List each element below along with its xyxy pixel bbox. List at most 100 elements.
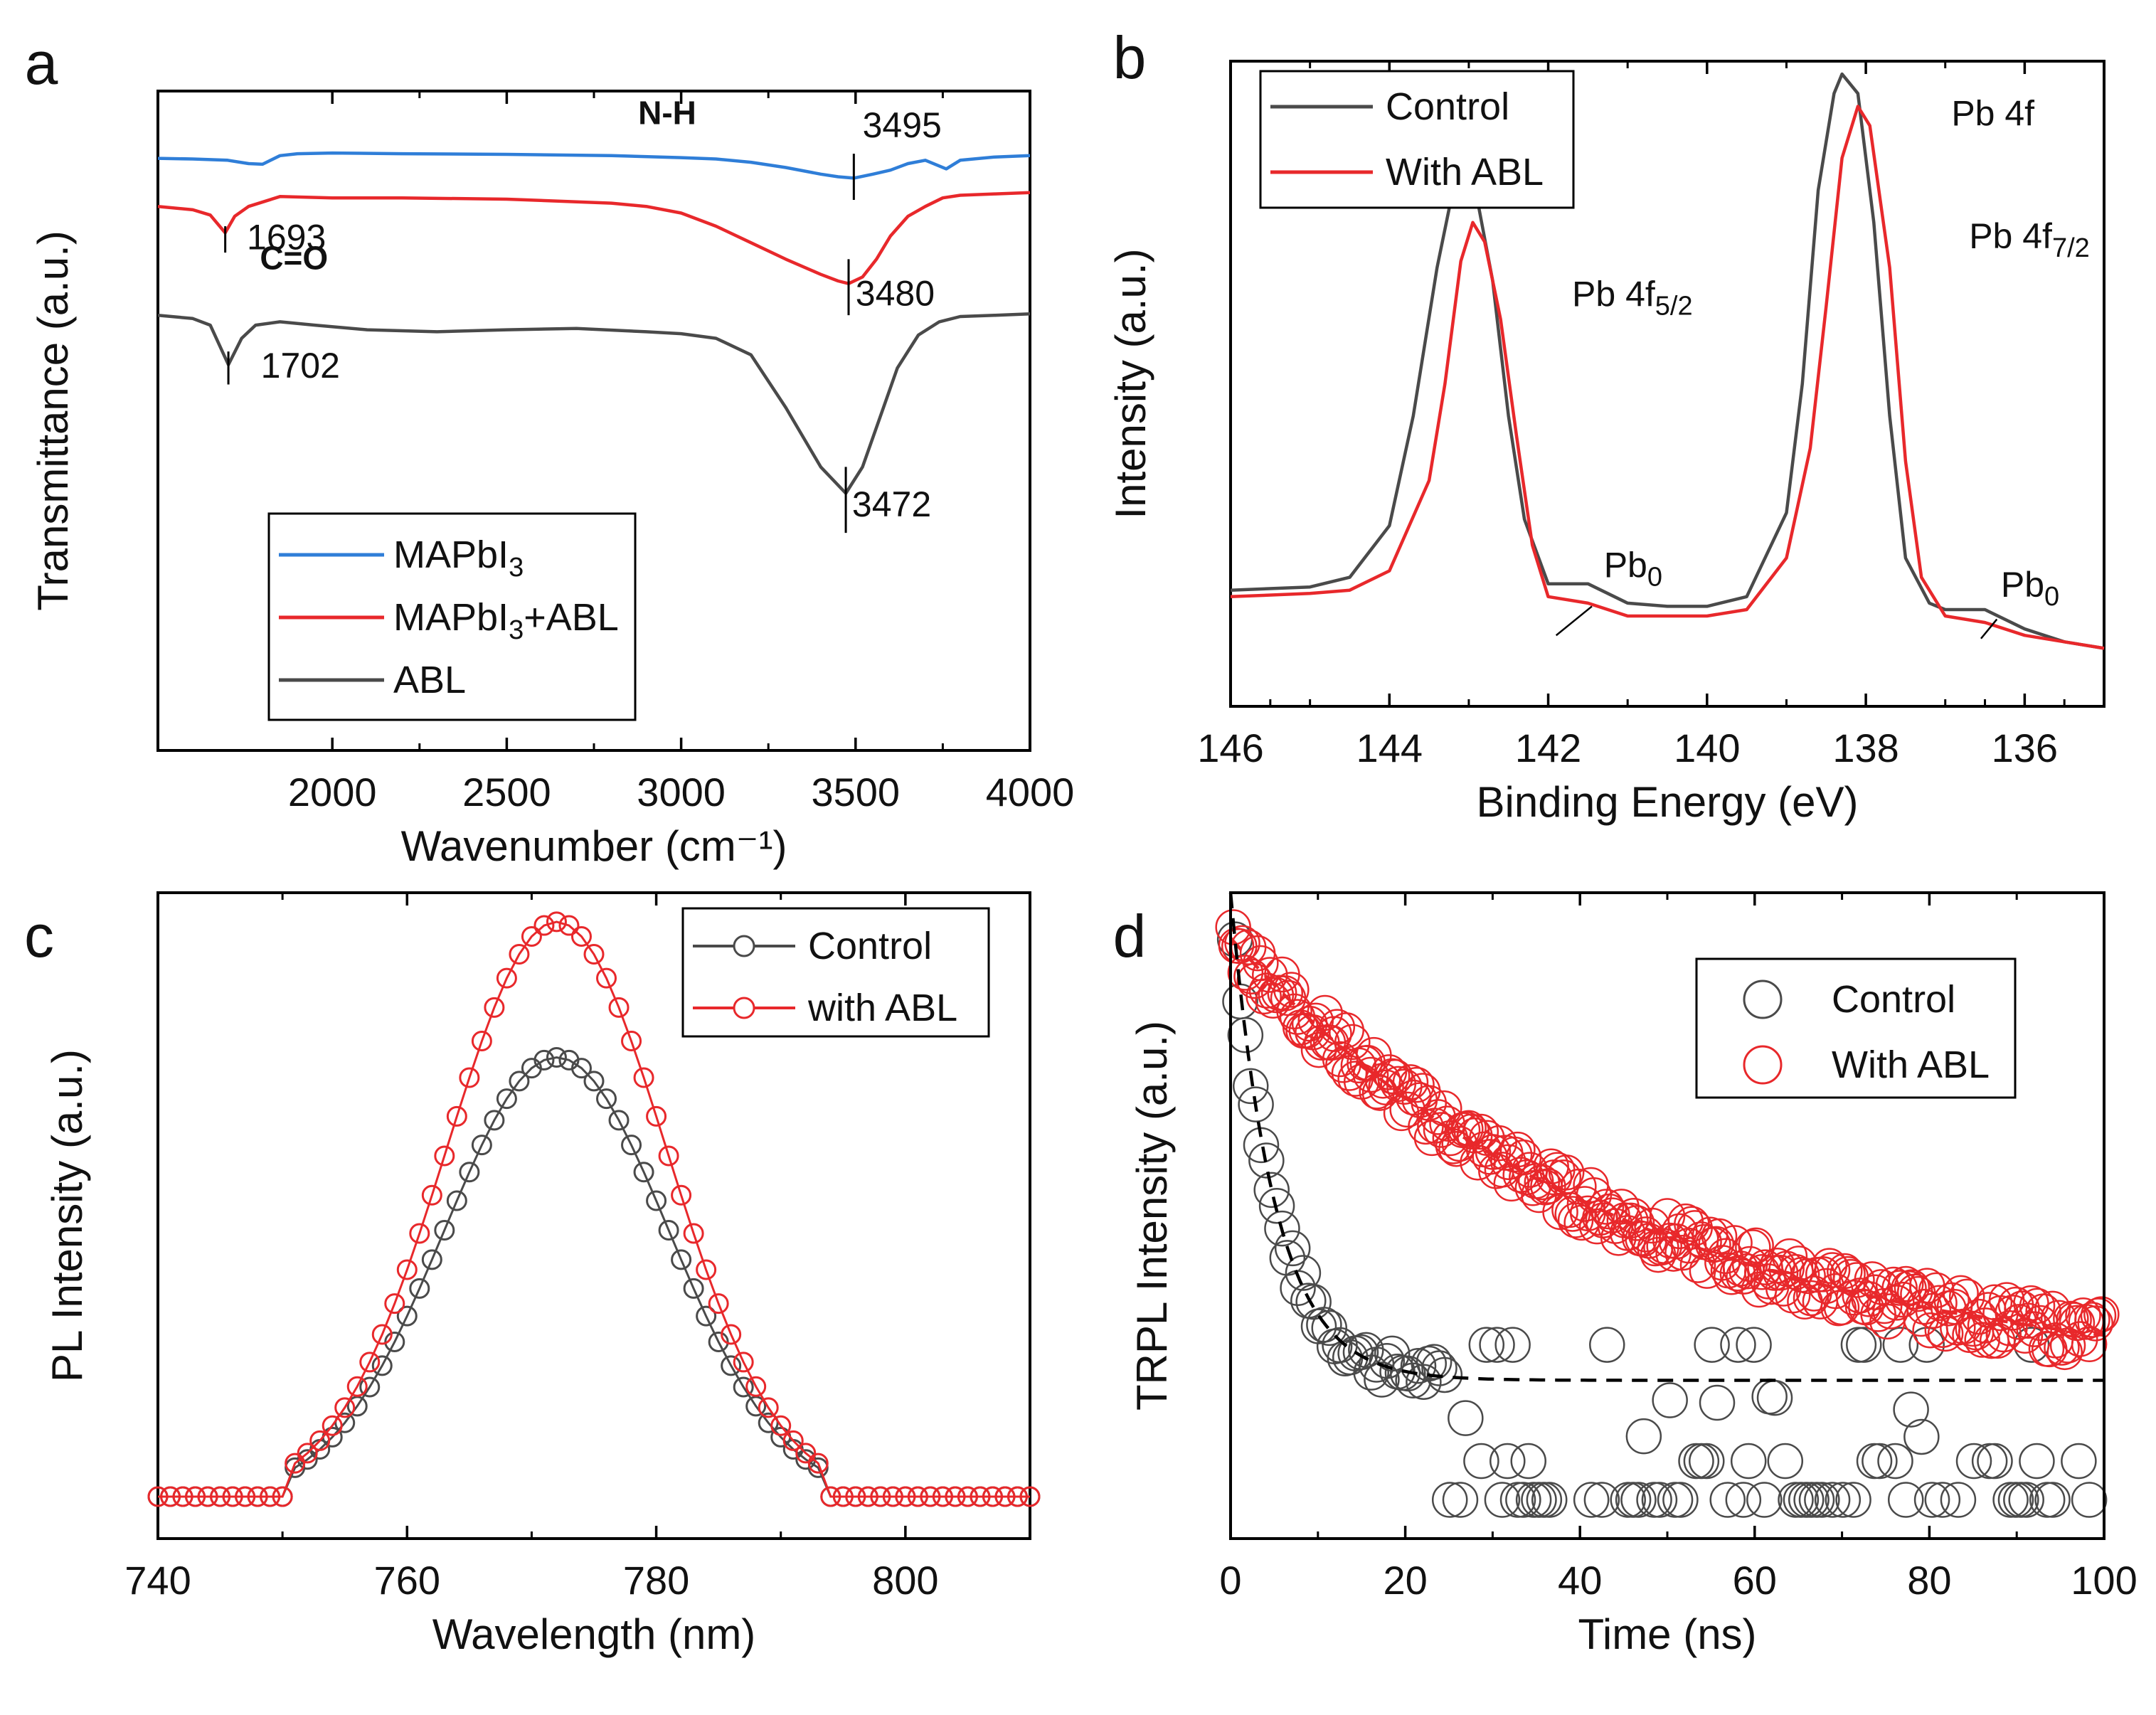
x-tick-label: 20 <box>1383 1558 1427 1603</box>
data-point-control <box>1505 1482 1541 1518</box>
data-point-with-abl <box>1738 1227 1774 1264</box>
data-point-red <box>633 1067 654 1088</box>
data-point-control <box>1589 1327 1625 1363</box>
series-line-blue <box>157 151 1031 180</box>
data-point-red <box>982 1486 1003 1507</box>
data-point-red <box>820 1486 841 1507</box>
data-point-control <box>1442 1482 1479 1518</box>
y-axis-label: TRPL Intensity (a.u.) <box>1128 1021 1176 1411</box>
data-point-control <box>1877 1443 1913 1480</box>
data-point-control <box>1662 1482 1699 1518</box>
data-point-gray <box>546 1047 567 1068</box>
data-point-red <box>570 925 592 947</box>
legend-marker <box>1743 979 1783 1019</box>
data-point-control <box>2008 1482 2044 1518</box>
data-point-red <box>309 1430 331 1451</box>
legend-marker <box>733 935 755 957</box>
data-point-control <box>1689 1443 1725 1480</box>
data-point-red <box>895 1486 916 1507</box>
data-point-gray <box>696 1305 717 1327</box>
annotation-label: N-H <box>638 94 696 131</box>
data-point-control <box>1924 1482 1961 1518</box>
data-point-control <box>1955 1443 1992 1480</box>
data-point-red <box>509 943 530 965</box>
data-point-red <box>733 1352 754 1373</box>
data-point-with-abl <box>1992 1310 2028 1347</box>
data-point-red <box>371 1324 393 1345</box>
y-axis-label: PL Intensity (a.u.) <box>43 1049 91 1382</box>
data-point-control <box>1390 1355 1426 1392</box>
data-point-red <box>272 1486 293 1507</box>
data-point-red <box>421 1184 442 1206</box>
x-tick-label: 2000 <box>288 770 377 814</box>
data-point-red <box>322 1415 343 1436</box>
data-point-with-abl <box>1964 1322 2000 1358</box>
data-point-control <box>1725 1482 1762 1518</box>
data-point-with-abl <box>1698 1226 1735 1263</box>
x-tick-label: 0 <box>1219 1558 1241 1603</box>
panel-a-chart: 2000 2500 3000 3500 4000 Wavenumber (cm⁻¹) Tra… <box>25 30 1075 870</box>
series-line-gray <box>158 1056 1030 1498</box>
data-point-gray <box>733 1376 754 1398</box>
data-point-control <box>1620 1482 1657 1518</box>
data-point-control <box>1977 1443 2013 1480</box>
data-point-red <box>932 1486 953 1507</box>
data-point-control <box>1416 1344 1453 1380</box>
data-point-control <box>1709 1482 1746 1518</box>
data-point-control <box>1264 1210 1300 1247</box>
data-point-red <box>994 1486 1016 1507</box>
data-point-control <box>1531 1482 1568 1518</box>
data-point-red <box>957 1486 978 1507</box>
x-tick-label: 3500 <box>812 770 901 814</box>
data-point-control <box>1882 1327 1919 1363</box>
data-point-with-abl <box>1392 1064 1429 1100</box>
data-point-red <box>160 1486 181 1507</box>
data-point-red <box>870 1486 891 1507</box>
x-tick-label: 60 <box>1733 1558 1777 1603</box>
panel-letter: a <box>25 30 58 97</box>
data-point-gray <box>533 1049 555 1071</box>
data-point-red <box>758 1397 779 1418</box>
annotation-label: C=O <box>260 239 328 276</box>
data-point-red <box>384 1293 405 1315</box>
panel-d-chart: 0 20 40 60 80 100 Time (ns) TRPL Intensity (a.u… <box>1113 891 2138 1658</box>
series-line-gray <box>157 312 1031 495</box>
data-point-gray <box>671 1249 692 1270</box>
data-point-control <box>1374 1335 1411 1372</box>
data-point-red <box>459 1067 480 1088</box>
data-point-gray <box>646 1190 667 1211</box>
data-point-with-abl <box>1701 1218 1738 1255</box>
data-point-with-abl <box>1429 1105 1465 1142</box>
data-point-control <box>1243 1127 1280 1164</box>
data-point-with-abl <box>1490 1144 1526 1180</box>
x-tick-label: 140 <box>1674 726 1740 770</box>
y-axis-label: Transmittance (a.u.) <box>29 230 77 611</box>
data-point-red <box>260 1486 281 1507</box>
data-point-red <box>558 915 580 936</box>
annotation-title: Pb 4f <box>1951 94 2034 134</box>
data-point-control <box>1699 1384 1736 1421</box>
data-point-with-abl <box>1408 1108 1444 1145</box>
data-point-red <box>297 1443 318 1464</box>
x-tick-label: 100 <box>2071 1558 2137 1603</box>
data-point-red <box>285 1453 306 1474</box>
data-point-red <box>708 1293 729 1315</box>
data-point-red <box>608 997 630 1018</box>
data-point-red <box>745 1376 767 1397</box>
x-tick-label: 144 <box>1356 726 1423 770</box>
legend-entry: Control <box>808 925 932 967</box>
data-point-control <box>1280 1270 1316 1307</box>
annotation-label: Pb0 <box>2001 565 2059 612</box>
leader-line <box>1980 618 1998 639</box>
data-point-control <box>1468 1327 1505 1363</box>
data-point-control <box>1295 1283 1332 1320</box>
data-point-red <box>795 1443 817 1464</box>
data-point-red <box>446 1105 467 1127</box>
data-point-with-abl <box>1276 993 1312 1030</box>
data-point-control <box>1285 1255 1322 1291</box>
legend-box <box>1259 70 1575 209</box>
data-point-control <box>1835 1482 1871 1518</box>
data-point-with-abl <box>1554 1196 1591 1232</box>
data-point-control <box>1887 1482 1924 1518</box>
legend: Control With ABL <box>1695 957 2017 1099</box>
